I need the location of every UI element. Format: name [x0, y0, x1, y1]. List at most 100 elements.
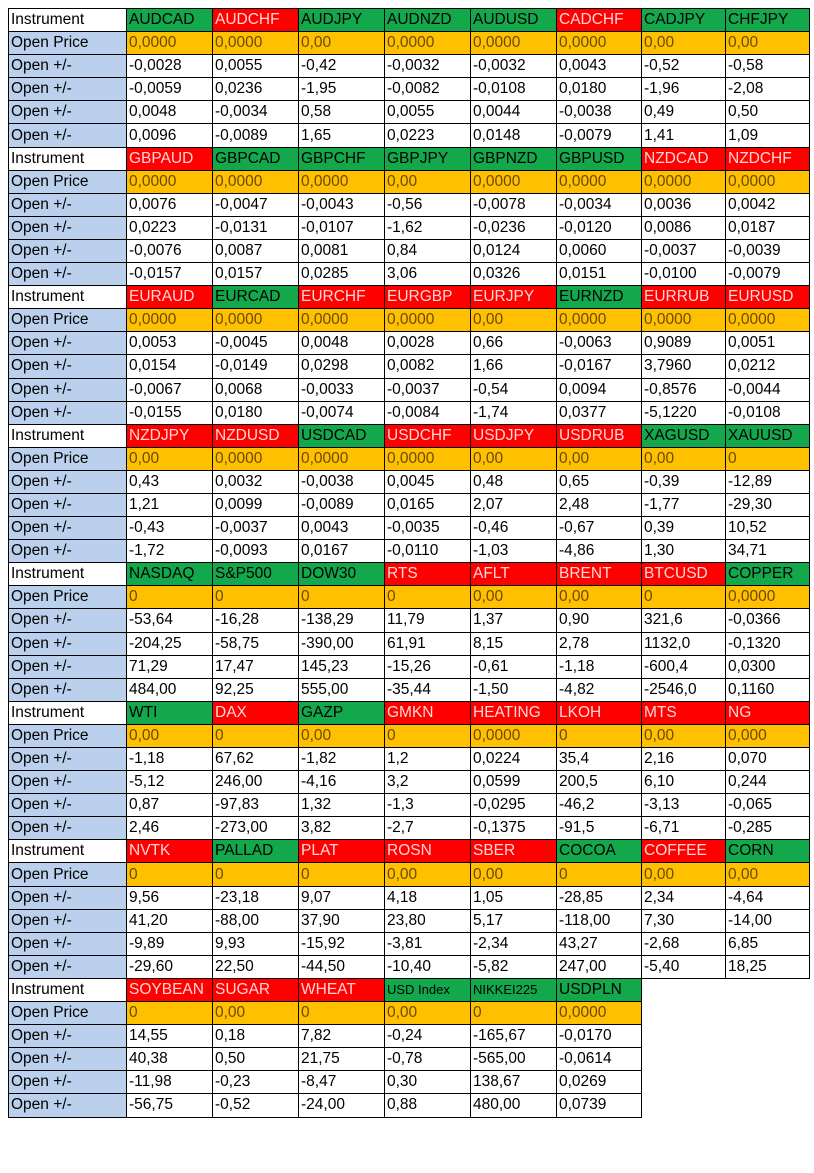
row-label: Open +/-: [8, 354, 127, 379]
open-change-cell: 0,0154: [126, 354, 213, 379]
open-change-cell: -0,0100: [641, 262, 726, 287]
empty-cell: [726, 1071, 810, 1094]
row-label: Open +/-: [8, 492, 127, 518]
open-price-cell: 0,00: [725, 862, 810, 887]
open-change-cell: 1,66: [470, 354, 557, 379]
open-change-cell: 0,50: [212, 1047, 299, 1072]
instrument-usdcad: USDCAD: [298, 423, 385, 448]
row-label: Open +/-: [8, 931, 127, 956]
open-change-cell: -0,1320: [725, 631, 810, 656]
open-price-cell: 0,00: [641, 446, 726, 471]
open-change-cell: -29,60: [126, 954, 213, 979]
row-label: Open +/-: [8, 631, 127, 656]
open-change-cell: 1,37: [470, 608, 557, 633]
row-label: Open +/-: [8, 746, 127, 772]
open-change-cell: 0,0036: [641, 192, 726, 217]
open-change-cell: 0,0096: [126, 123, 213, 148]
open-change-cell: -0,0032: [470, 54, 557, 79]
empty-cell: [642, 1002, 726, 1025]
open-change-cell: -1,18: [556, 654, 642, 679]
open-change-row: Open +/- 0,0076 -0,0047 -0,0043 -0,56 -0,0078…: [8, 192, 810, 217]
open-price-cell: 0: [212, 585, 299, 610]
open-change-cell: -1,82: [298, 746, 385, 772]
open-change-cell: 41,20: [126, 908, 213, 933]
open-change-cell: -0,0063: [556, 331, 642, 356]
instrument-nasdaq: NASDAQ: [126, 562, 213, 587]
open-change-cell: -0,0039: [725, 238, 810, 264]
open-change-cell: -0,0035: [384, 516, 471, 541]
open-change-cell: 200,5: [556, 770, 642, 795]
row-label: Open +/-: [8, 516, 127, 541]
open-change-cell: 0,0055: [212, 54, 299, 79]
instrument-s-p500: S&P500: [212, 562, 299, 587]
row-label: Open Price: [8, 169, 127, 194]
open-price-cell: 0,0000: [641, 308, 726, 333]
open-change-cell: -58,75: [212, 631, 299, 656]
open-price-row: Open Price 0,00 0 0,00 0 0,0000 0 0,00 0,000: [8, 723, 810, 749]
instrument-audcad: AUDCAD: [126, 7, 213, 33]
open-change-cell: 0,30: [384, 1070, 471, 1095]
open-change-cell: 0,0148: [470, 123, 557, 148]
open-change-cell: 1,2: [384, 746, 471, 772]
instrument-brent: BRENT: [556, 562, 642, 587]
open-change-cell: -0,0059: [126, 77, 213, 102]
open-change-row: Open +/- -5,12 246,00 -4,16 3,2 0,0599 200,5 6,…: [8, 770, 810, 795]
row-label: Instrument: [8, 562, 127, 587]
row-label: Open +/-: [8, 954, 127, 979]
open-change-cell: -0,23: [212, 1070, 299, 1095]
open-change-cell: 0,0326: [470, 262, 557, 287]
open-change-cell: 0,0028: [384, 331, 471, 356]
open-change-cell: -12,89: [725, 469, 810, 494]
open-change-cell: -0,0079: [725, 262, 810, 287]
open-change-cell: 0,84: [384, 238, 471, 264]
instrument-chfjpy: CHFJPY: [725, 7, 810, 33]
open-change-cell: -204,25: [126, 631, 213, 656]
open-change-cell: 321,6: [641, 608, 726, 633]
open-change-cell: -29,30: [725, 492, 810, 518]
open-change-cell: -6,71: [641, 816, 726, 841]
open-price-cell: 0,0000: [212, 446, 299, 471]
open-change-cell: -2,08: [725, 77, 810, 102]
row-label: Open +/-: [8, 608, 127, 633]
instrument-cadjpy: CADJPY: [641, 7, 726, 33]
open-change-cell: -11,98: [126, 1070, 213, 1095]
instrument-nzdusd: NZDUSD: [212, 423, 299, 448]
open-change-cell: 247,00: [556, 954, 642, 979]
instrument-usd-index: USD Index: [384, 977, 471, 1003]
open-price-cell: 0,00: [298, 723, 385, 749]
open-change-cell: -0,0079: [556, 123, 642, 148]
instrument-eurusd: EURUSD: [725, 285, 810, 310]
open-change-cell: -0,0614: [556, 1047, 642, 1072]
instrument-gbpusd: GBPUSD: [556, 146, 642, 171]
open-change-row: Open +/- -0,43 -0,0037 0,0043 -0,0035 -0,46 -0…: [8, 516, 810, 541]
open-change-row: Open +/- -0,0076 0,0087 0,0081 0,84 0,0124 0,0…: [8, 238, 810, 264]
open-change-cell: -88,00: [212, 908, 299, 933]
open-change-cell: -1,72: [126, 539, 213, 564]
open-change-row: Open +/- 0,0096 -0,0089 1,65 0,0223 0,0148 -0,…: [8, 123, 810, 148]
row-label: Open +/-: [8, 77, 127, 102]
quotes-table: Instrument AUDCAD AUDCHF AUDJPY AUDNZD AUDUSD…: [8, 7, 810, 1118]
instrument-gbpchf: GBPCHF: [298, 146, 385, 171]
open-change-cell: -0,61: [470, 654, 557, 679]
instrument-audnzd: AUDNZD: [384, 7, 471, 33]
open-change-cell: -165,67: [470, 1024, 557, 1049]
instrument-soybean: SOYBEAN: [126, 977, 213, 1003]
open-change-cell: 1,05: [470, 885, 557, 910]
open-change-cell: -0,52: [212, 1093, 299, 1118]
open-change-row: Open +/- -0,0059 0,0236 -1,95 -0,0082 -0,0108…: [8, 77, 810, 102]
open-change-cell: 0,0082: [384, 354, 471, 379]
open-change-cell: -0,46: [470, 516, 557, 541]
open-change-row: Open +/- 0,87 -97,83 1,32 -1,3 -0,0295 -46,2 -3…: [8, 793, 810, 818]
open-change-cell: -2,7: [384, 816, 471, 841]
open-price-cell: 0,00: [470, 862, 557, 887]
open-change-cell: -0,67: [556, 516, 642, 541]
open-change-cell: 5,17: [470, 908, 557, 933]
open-price-cell: 0,00: [212, 1001, 299, 1026]
open-change-cell: -0,0108: [470, 77, 557, 102]
open-change-cell: -0,0078: [470, 192, 557, 217]
open-price-cell: 0: [384, 723, 471, 749]
open-change-cell: 3,06: [384, 262, 471, 287]
row-label: Open +/-: [8, 192, 127, 217]
open-price-cell: 0,00: [470, 308, 557, 333]
instrument-nzdjpy: NZDJPY: [126, 423, 213, 448]
